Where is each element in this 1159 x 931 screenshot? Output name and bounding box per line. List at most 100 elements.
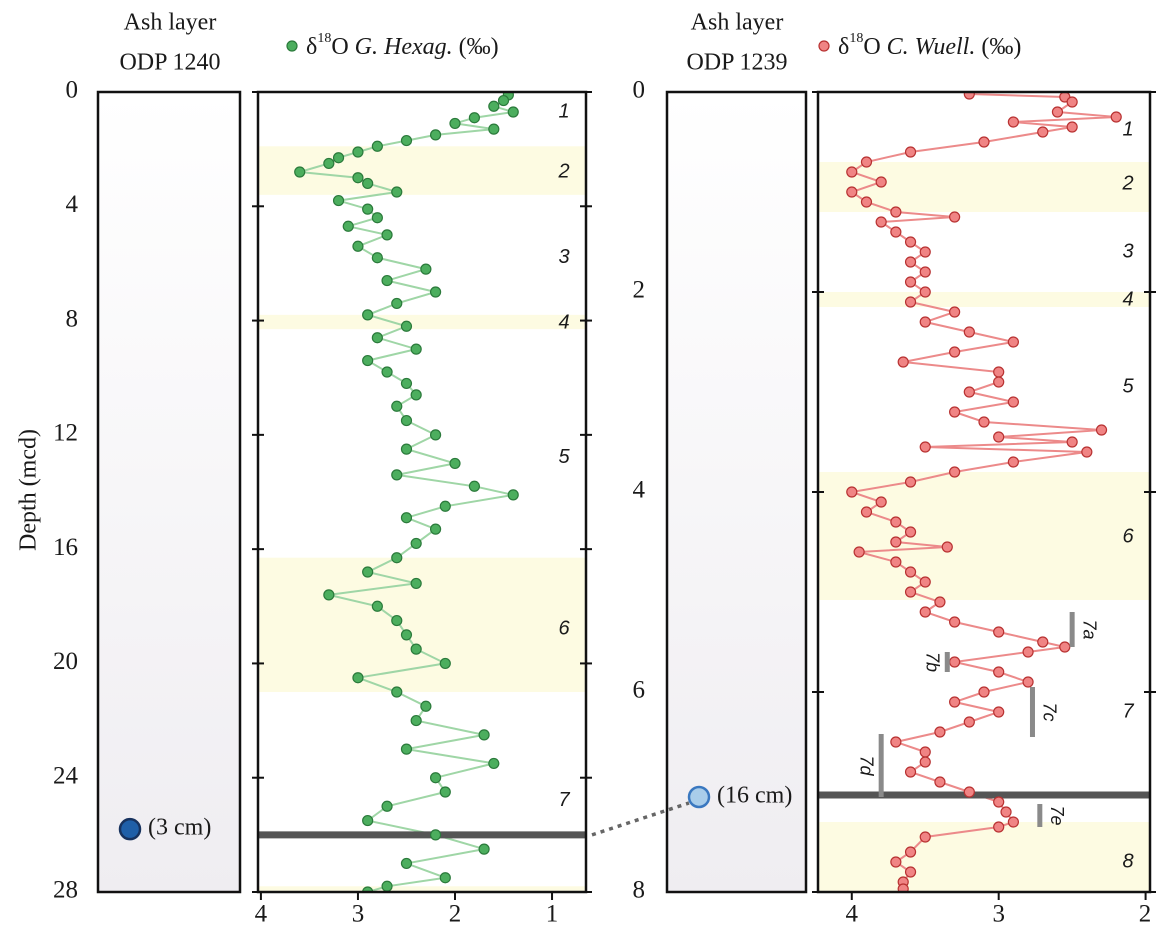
panel-title: Ash layer	[691, 10, 784, 36]
data-point	[468, 112, 481, 124]
data-point	[1051, 106, 1064, 118]
data-point	[381, 229, 393, 241]
data-point	[993, 376, 1005, 388]
data-point	[860, 156, 873, 168]
data-point	[993, 821, 1005, 833]
data-point	[949, 616, 961, 628]
data-point	[963, 92, 975, 100]
data-point	[400, 377, 413, 390]
stage-label: 1	[558, 100, 569, 122]
data-point	[371, 332, 383, 344]
data-point	[875, 496, 887, 508]
data-point	[1022, 646, 1034, 658]
legend-entry: δ18O G. Hexag. (‰)	[306, 31, 499, 59]
y-axis-label: Depth (mcd)	[16, 429, 42, 551]
legend-text: δ	[838, 34, 849, 60]
stage-label: 4	[558, 312, 569, 334]
data-point	[949, 656, 961, 668]
data-point	[934, 726, 946, 738]
data-point	[919, 606, 931, 618]
stage-label: 8	[1122, 850, 1133, 872]
data-point	[890, 736, 902, 748]
data-point	[371, 212, 383, 224]
stage-label: 3	[1122, 240, 1133, 262]
data-point	[919, 831, 931, 843]
stage-band	[818, 472, 1150, 600]
data-point	[934, 596, 946, 608]
y-tick-label: 28	[53, 877, 78, 904]
data-point	[352, 240, 364, 252]
data-point	[371, 600, 383, 612]
data-point	[371, 140, 383, 152]
data-point	[853, 546, 865, 558]
stage-label: 2	[557, 160, 569, 182]
y-tick-label: 6	[633, 677, 646, 704]
data-point	[1007, 336, 1019, 348]
stage-label: 6	[558, 617, 570, 639]
data-point	[1066, 436, 1078, 448]
y-tick-label: 24	[53, 762, 79, 789]
y-tick-label: 16	[53, 534, 78, 561]
data-point	[904, 236, 917, 248]
substage-label: 7e	[1047, 805, 1067, 825]
data-point	[890, 206, 902, 218]
legend-text: O	[331, 34, 348, 60]
x-tick-label: 4	[255, 901, 268, 928]
x-tick-label: 3	[352, 901, 365, 928]
data-point	[1007, 396, 1019, 408]
data-point	[993, 706, 1005, 718]
data-point	[875, 176, 887, 188]
data-point	[993, 666, 1005, 678]
data-point	[391, 186, 403, 198]
data-point	[919, 316, 931, 328]
data-point	[410, 343, 422, 355]
data-point	[1081, 446, 1093, 458]
data-point	[993, 366, 1005, 378]
data-point	[410, 643, 422, 655]
data-point	[941, 541, 953, 553]
substage-label: 7a	[1079, 619, 1099, 639]
data-point	[1110, 111, 1122, 123]
data-point	[919, 756, 931, 768]
legend-text: C. Wuell.	[887, 34, 976, 60]
legend-text: G. Hexag.	[355, 34, 453, 60]
data-point	[400, 629, 413, 641]
x-tick-label: 4	[846, 901, 859, 928]
data-point	[904, 296, 917, 308]
data-point	[890, 856, 902, 868]
ash-column	[665, 90, 808, 894]
data-point	[846, 166, 858, 178]
panel-title: Ash layer	[124, 10, 217, 36]
stage-band	[258, 557, 586, 692]
data-point	[362, 566, 374, 578]
legend-text: (‰)	[981, 34, 1021, 60]
ash-marker	[118, 817, 142, 841]
data-point	[439, 872, 451, 884]
data-point	[332, 152, 345, 164]
data-point	[294, 166, 306, 178]
data-point	[890, 556, 902, 568]
data-point	[897, 356, 909, 368]
data-point	[362, 354, 374, 367]
substage-label: 7b	[923, 652, 943, 672]
data-point	[978, 136, 990, 148]
data-point	[904, 476, 917, 488]
ash-marker	[687, 785, 711, 809]
data-point	[919, 576, 931, 588]
y-tick-label: 12	[53, 420, 78, 447]
y-tick-label: 4	[66, 191, 79, 218]
legend-text: 18	[849, 31, 863, 46]
data-point	[410, 389, 422, 401]
data-point	[497, 94, 510, 107]
data-point	[904, 866, 917, 878]
data-point	[352, 672, 364, 684]
data-point	[449, 117, 461, 130]
data-point	[1037, 126, 1049, 138]
data-point	[904, 276, 917, 288]
legend-text: (‰)	[459, 34, 499, 60]
data-point	[391, 297, 403, 310]
data-point	[904, 586, 917, 598]
data-point	[429, 129, 442, 141]
data-point	[420, 700, 432, 712]
